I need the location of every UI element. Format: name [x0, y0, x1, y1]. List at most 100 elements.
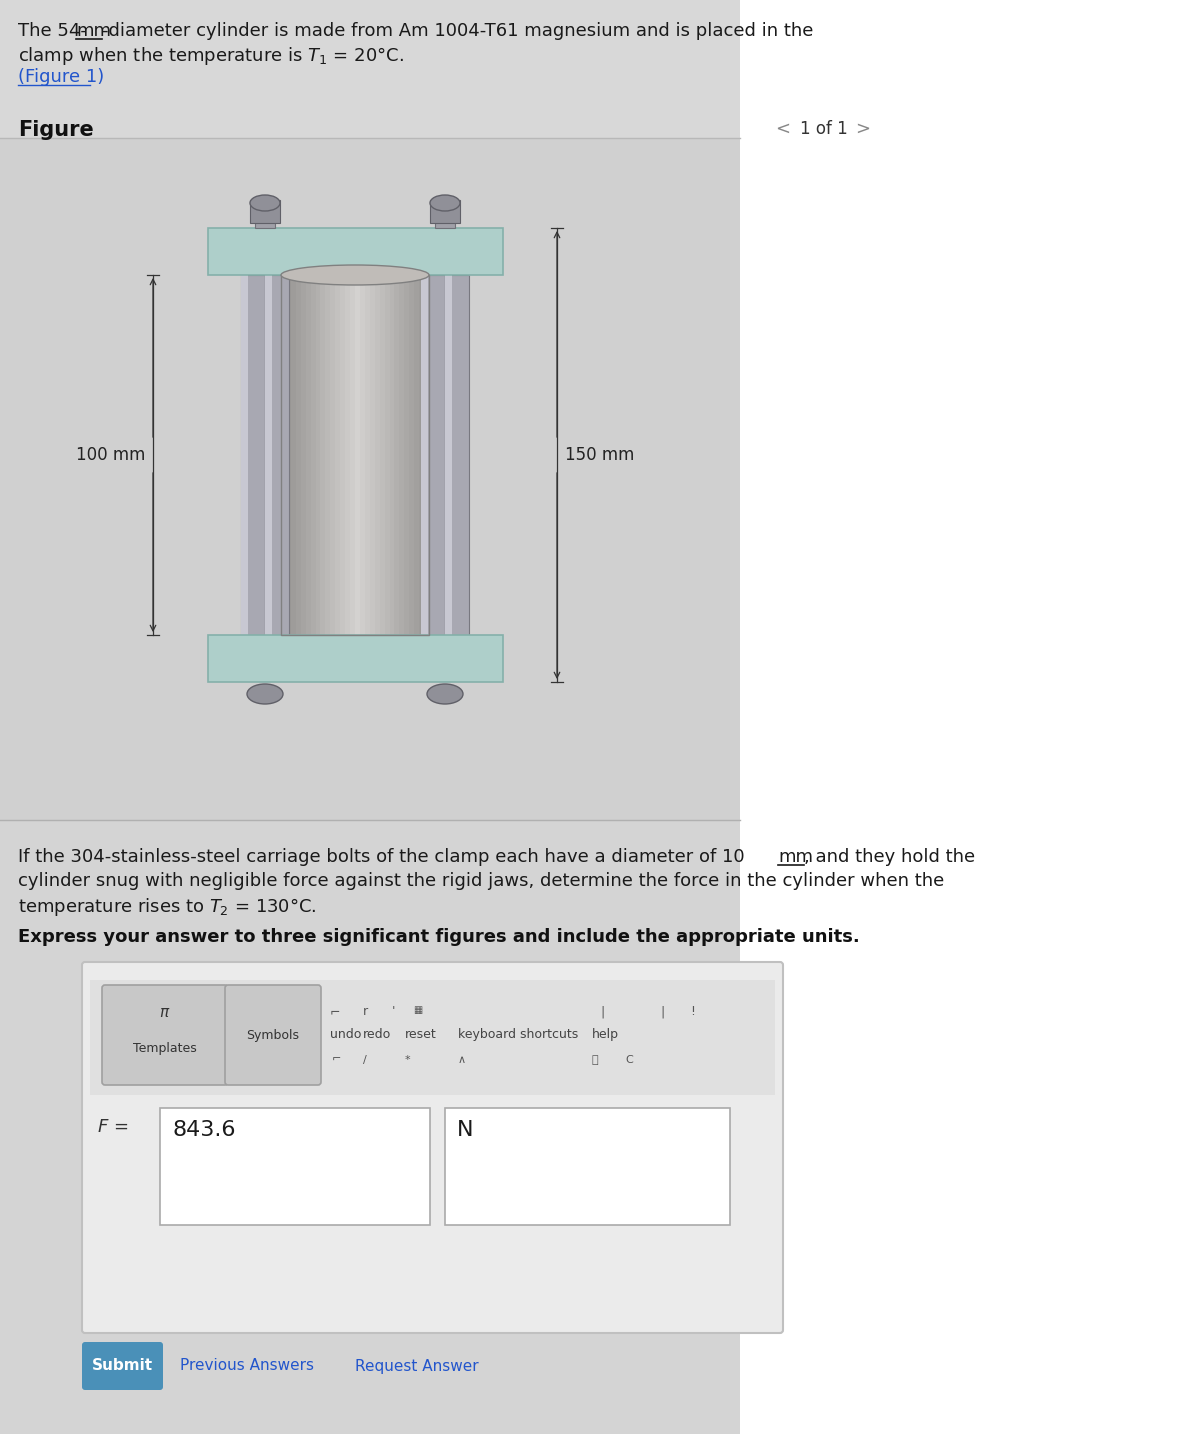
Text: (Figure 1): (Figure 1) [18, 67, 104, 86]
Bar [281, 275, 287, 635]
Bar [301, 275, 306, 635]
Bar [250, 199, 280, 224]
Text: Request Answer: Request Answer [355, 1358, 479, 1374]
Bar [316, 275, 320, 635]
Text: *: * [406, 1055, 410, 1065]
Bar [290, 275, 296, 635]
Bar [241, 275, 248, 635]
Bar [0, 820, 740, 1434]
Text: 843.6: 843.6 [172, 1120, 235, 1140]
FancyBboxPatch shape [102, 985, 228, 1086]
Text: keyboard shortcuts: keyboard shortcuts [458, 1028, 578, 1041]
Bar [325, 275, 331, 635]
Bar [374, 275, 380, 635]
Bar [436, 209, 455, 228]
Text: Express your answer to three significant figures and include the appropriate uni: Express your answer to three significant… [18, 928, 859, 946]
Text: N: N [457, 1120, 474, 1140]
Text: 1 of 1: 1 of 1 [800, 120, 847, 138]
Bar [740, 0, 1200, 1434]
Text: ': ' [392, 1005, 396, 1018]
Bar [390, 275, 395, 635]
Bar [306, 275, 311, 635]
Bar [400, 275, 404, 635]
Text: r: r [364, 1005, 368, 1018]
Bar [160, 1108, 430, 1225]
Text: redo: redo [364, 1028, 391, 1041]
Bar [360, 275, 365, 635]
Text: mm: mm [778, 847, 814, 866]
Text: The 54-: The 54- [18, 22, 86, 40]
Bar [379, 275, 385, 635]
Bar [265, 275, 289, 635]
Bar [208, 635, 503, 683]
Bar [341, 275, 346, 635]
Bar [421, 275, 428, 635]
Text: Submit: Submit [91, 1358, 152, 1374]
Ellipse shape [430, 195, 460, 211]
Text: clamp when the temperature is $T_1$ = 20°C.: clamp when the temperature is $T_1$ = 20… [18, 44, 404, 67]
Bar [424, 275, 430, 635]
Text: C: C [625, 1055, 632, 1065]
Text: |: | [660, 1005, 665, 1018]
Text: If the 304-stainless-steel carriage bolts of the clamp each have a diameter of 1: If the 304-stainless-steel carriage bolt… [18, 847, 750, 866]
Bar [350, 275, 355, 635]
Ellipse shape [427, 684, 463, 704]
FancyBboxPatch shape [82, 962, 784, 1334]
Text: /: / [364, 1055, 367, 1065]
Text: ∧: ∧ [458, 1055, 466, 1065]
Bar [286, 275, 292, 635]
Bar [395, 275, 400, 635]
Bar [311, 275, 316, 635]
Text: 100 mm: 100 mm [76, 446, 145, 465]
FancyBboxPatch shape [226, 985, 322, 1086]
Text: temperature rises to $T_2$ = 130°C.: temperature rises to $T_2$ = 130°C. [18, 896, 317, 918]
Text: Templates: Templates [133, 1043, 197, 1055]
Bar [421, 275, 445, 635]
Bar [355, 275, 360, 635]
Bar [330, 275, 336, 635]
Text: ⌣: ⌣ [592, 1055, 599, 1065]
Text: mm: mm [76, 22, 112, 40]
Bar [208, 228, 503, 275]
Bar [281, 275, 430, 635]
Text: $\pi$: $\pi$ [160, 1005, 170, 1020]
Text: Symbols: Symbols [246, 1028, 300, 1041]
Bar [256, 209, 275, 228]
Text: , and they hold the: , and they hold the [804, 847, 976, 866]
Text: undo: undo [330, 1028, 361, 1041]
Ellipse shape [250, 195, 280, 211]
Bar [320, 275, 326, 635]
Text: ⌐: ⌐ [332, 1055, 341, 1065]
Text: ▦: ▦ [413, 1005, 422, 1015]
Bar [90, 979, 775, 1096]
FancyBboxPatch shape [82, 1342, 163, 1390]
Bar [335, 275, 341, 635]
Text: <: < [775, 120, 790, 138]
Bar [365, 275, 371, 635]
Bar [0, 138, 740, 820]
Text: ⌐: ⌐ [330, 1005, 341, 1018]
Bar [409, 275, 415, 635]
Bar [0, 820, 740, 1434]
Text: $F$ =: $F$ = [97, 1119, 128, 1136]
Bar [265, 275, 272, 635]
Text: cylinder snug with negligible force against the rigid jaws, determine the force : cylinder snug with negligible force agai… [18, 872, 944, 891]
Bar [430, 199, 460, 224]
Bar [419, 275, 425, 635]
Ellipse shape [281, 265, 430, 285]
Bar [445, 275, 452, 635]
Text: !: ! [690, 1005, 695, 1018]
Bar [404, 275, 409, 635]
Bar [370, 275, 376, 635]
Text: Figure: Figure [18, 120, 94, 141]
Bar [346, 275, 350, 635]
Text: Previous Answers: Previous Answers [180, 1358, 314, 1374]
Text: >: > [854, 120, 870, 138]
Bar [385, 275, 390, 635]
Bar [296, 275, 301, 635]
Bar [445, 275, 469, 635]
Text: help: help [592, 1028, 619, 1041]
Bar [241, 275, 265, 635]
Text: reset: reset [406, 1028, 437, 1041]
Text: |: | [600, 1005, 605, 1018]
